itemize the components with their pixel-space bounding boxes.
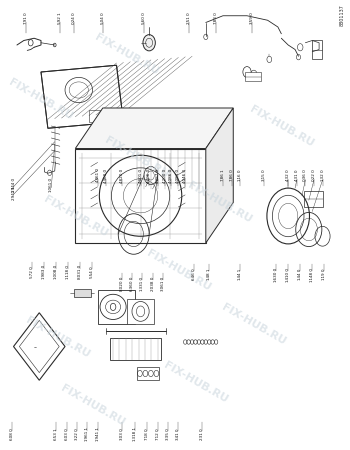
Text: 653 1: 653 1 <box>55 428 58 440</box>
Text: 1410 0: 1410 0 <box>286 267 290 282</box>
Text: 8020 0: 8020 0 <box>120 276 124 291</box>
Polygon shape <box>206 108 233 243</box>
Text: 8031 0: 8031 0 <box>78 265 83 279</box>
Bar <box>89 110 106 122</box>
Text: 036 0: 036 0 <box>303 170 307 181</box>
Text: 608 0: 608 0 <box>10 428 14 440</box>
Text: 786 0: 786 0 <box>230 170 233 181</box>
Text: 1118 0: 1118 0 <box>66 265 70 279</box>
Text: 322 0: 322 0 <box>75 428 79 440</box>
Bar <box>74 289 91 297</box>
Text: 2941 1: 2941 1 <box>12 186 15 201</box>
Text: 231 0: 231 0 <box>200 428 204 440</box>
Text: FIX-HUB.RU: FIX-HUB.RU <box>42 194 109 238</box>
Text: 2038 0: 2038 0 <box>150 276 155 291</box>
Text: 132 0: 132 0 <box>321 170 324 181</box>
Text: 4461 0: 4461 0 <box>96 168 100 183</box>
Text: 718 0: 718 0 <box>146 428 149 440</box>
Text: 1630 0: 1630 0 <box>274 267 278 282</box>
Text: 335 0: 335 0 <box>166 428 170 440</box>
Bar <box>137 367 160 380</box>
Text: 4200 0: 4200 0 <box>163 168 167 183</box>
Ellipse shape <box>143 35 155 51</box>
Text: 359 0: 359 0 <box>250 12 254 24</box>
Text: 119 0: 119 0 <box>322 269 326 280</box>
Text: 4287 0: 4287 0 <box>156 168 160 183</box>
Text: FIX-HUB.RU: FIX-HUB.RU <box>220 302 288 346</box>
Text: 1061 0: 1061 0 <box>49 177 53 192</box>
Polygon shape <box>75 148 206 243</box>
Text: 2944 0: 2944 0 <box>12 177 15 192</box>
Text: 560 0: 560 0 <box>142 12 146 24</box>
Text: 022 0: 022 0 <box>312 170 316 181</box>
Bar <box>110 338 161 360</box>
Text: 303 0: 303 0 <box>120 428 124 440</box>
Text: 4460 0: 4460 0 <box>104 168 108 183</box>
Polygon shape <box>41 65 124 128</box>
Text: FIX-HUB.RU: FIX-HUB.RU <box>145 248 212 292</box>
Text: 572 0: 572 0 <box>30 266 34 278</box>
Text: 646 0: 646 0 <box>192 269 196 280</box>
Text: 315 0: 315 0 <box>262 170 266 181</box>
Text: 592 1: 592 1 <box>58 12 62 24</box>
Text: FIX-HUB.RU: FIX-HUB.RU <box>103 135 171 180</box>
Bar <box>98 290 135 324</box>
Text: FIX-HUB.RU: FIX-HUB.RU <box>93 32 161 76</box>
Bar <box>312 40 322 58</box>
Text: 432 0: 432 0 <box>286 170 290 181</box>
Bar <box>245 72 261 81</box>
Text: 783 0: 783 0 <box>214 12 218 24</box>
Text: 024 0: 024 0 <box>72 12 76 24</box>
Text: FIX-HUB.RU: FIX-HUB.RU <box>7 76 75 122</box>
Text: 603 0: 603 0 <box>65 428 69 440</box>
Text: 791 0: 791 0 <box>23 12 28 24</box>
Text: 504 0: 504 0 <box>101 12 105 24</box>
Text: 1941 1: 1941 1 <box>96 428 100 441</box>
Text: 6360 0: 6360 0 <box>130 276 134 291</box>
Text: 144 1: 144 1 <box>238 269 242 280</box>
Text: 4306 0: 4306 0 <box>147 168 151 183</box>
Text: 3061 0: 3061 0 <box>161 276 165 291</box>
Text: 148 1: 148 1 <box>207 269 211 280</box>
Text: 144 0: 144 0 <box>298 269 302 280</box>
Text: FIX-HUB.RU: FIX-HUB.RU <box>59 382 126 428</box>
Text: 4084 0: 4084 0 <box>176 168 180 183</box>
Bar <box>304 191 323 207</box>
Text: FIX-HUB.RU: FIX-HUB.RU <box>162 360 229 405</box>
Text: 554 0: 554 0 <box>91 266 95 278</box>
Text: 1961 1: 1961 1 <box>85 427 89 441</box>
Text: 4820 0: 4820 0 <box>120 168 124 183</box>
Text: 712 0: 712 0 <box>156 428 160 440</box>
Text: FIX-HUB.RU: FIX-HUB.RU <box>247 104 315 148</box>
Polygon shape <box>75 108 233 148</box>
Text: 431 0: 431 0 <box>295 170 299 181</box>
Text: 1318 1: 1318 1 <box>133 427 138 441</box>
Text: 4046 0: 4046 0 <box>183 168 187 183</box>
Text: 341 0: 341 0 <box>176 428 180 440</box>
Text: 1983 0: 1983 0 <box>42 265 47 279</box>
Text: FIX-HUB.RU: FIX-HUB.RU <box>25 315 92 360</box>
Text: 8801137: 8801137 <box>340 4 345 27</box>
Polygon shape <box>14 313 65 380</box>
Bar <box>127 299 154 324</box>
Text: 786 1: 786 1 <box>221 170 225 181</box>
Text: 251 0: 251 0 <box>187 12 191 24</box>
Text: FIX-HUB.RU: FIX-HUB.RU <box>186 180 253 225</box>
Text: 4086 0: 4086 0 <box>169 168 174 183</box>
Text: 1148 0: 1148 0 <box>310 267 314 282</box>
Text: 116 0: 116 0 <box>238 170 242 181</box>
Text: 1008 0: 1008 0 <box>55 265 58 279</box>
Text: 1331 0: 1331 0 <box>140 276 144 291</box>
Text: 4001 0: 4001 0 <box>139 168 142 183</box>
